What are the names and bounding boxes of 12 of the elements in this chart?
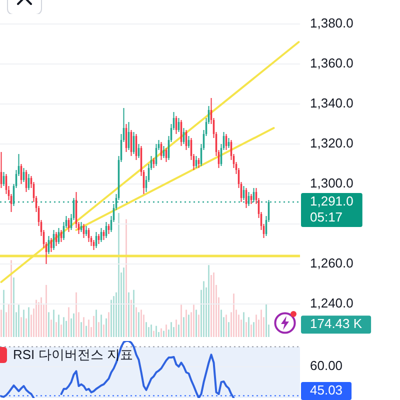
text: 45.03 — [310, 382, 343, 398]
text: 60.00 — [310, 358, 343, 374]
ref-line-label: 1,291.0 — [310, 194, 354, 209]
y-tick-label: 1,260.0 — [310, 256, 354, 271]
y-tick-label: 1,380.0 — [310, 16, 354, 31]
y-tick-label: 1,300.0 — [310, 176, 354, 191]
y-tick-label: 1,360.0 — [310, 56, 354, 71]
y-tick-label: 1,340.0 — [310, 96, 354, 111]
text: 05:17 — [310, 210, 343, 225]
y-tick-label: 1,320.0 — [310, 136, 354, 151]
text: 174.43 K — [310, 316, 362, 332]
y-tick-label: 1,240.0 — [310, 296, 354, 311]
